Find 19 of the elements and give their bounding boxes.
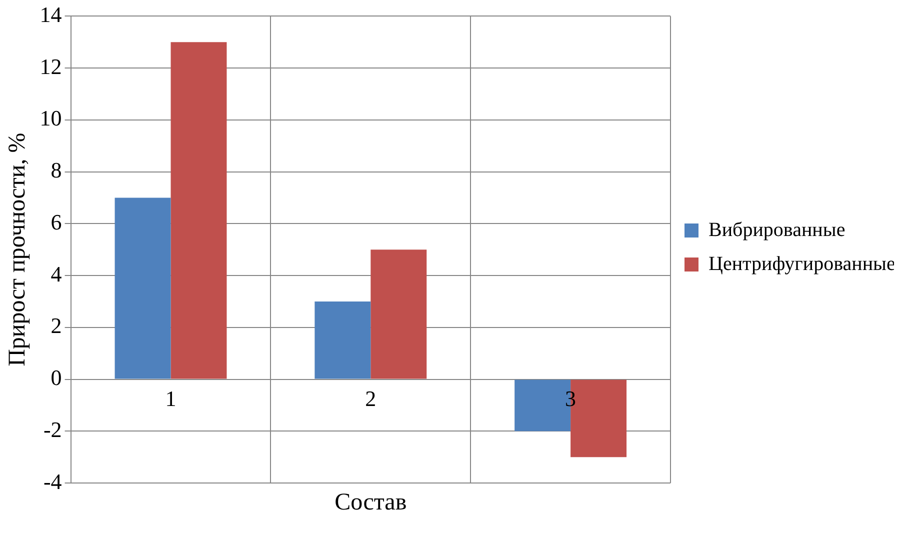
y-tick-label: 0 (50, 365, 62, 390)
x-axis-title: Состав (334, 489, 407, 516)
bar (370, 250, 427, 379)
y-tick-label: 2 (50, 313, 62, 338)
legend-label: Вибрированные (708, 218, 846, 241)
y-tick-label: 12 (40, 54, 62, 79)
y-tick-label: 10 (40, 106, 62, 131)
y-tick-label: 8 (50, 158, 62, 183)
y-tick-label: 6 (50, 209, 62, 234)
x-tick-label: 2 (365, 386, 376, 412)
bar (314, 301, 371, 379)
y-tick-label: 4 (50, 261, 62, 286)
y-tick-label: -4 (43, 468, 62, 494)
y-tick-label: 14 (40, 2, 62, 27)
bar (114, 198, 171, 379)
bar (170, 42, 227, 379)
x-tick-label: 1 (165, 386, 176, 412)
y-axis-title: Прирост прочности, % (4, 132, 31, 366)
y-tick-label: -2 (43, 416, 62, 442)
